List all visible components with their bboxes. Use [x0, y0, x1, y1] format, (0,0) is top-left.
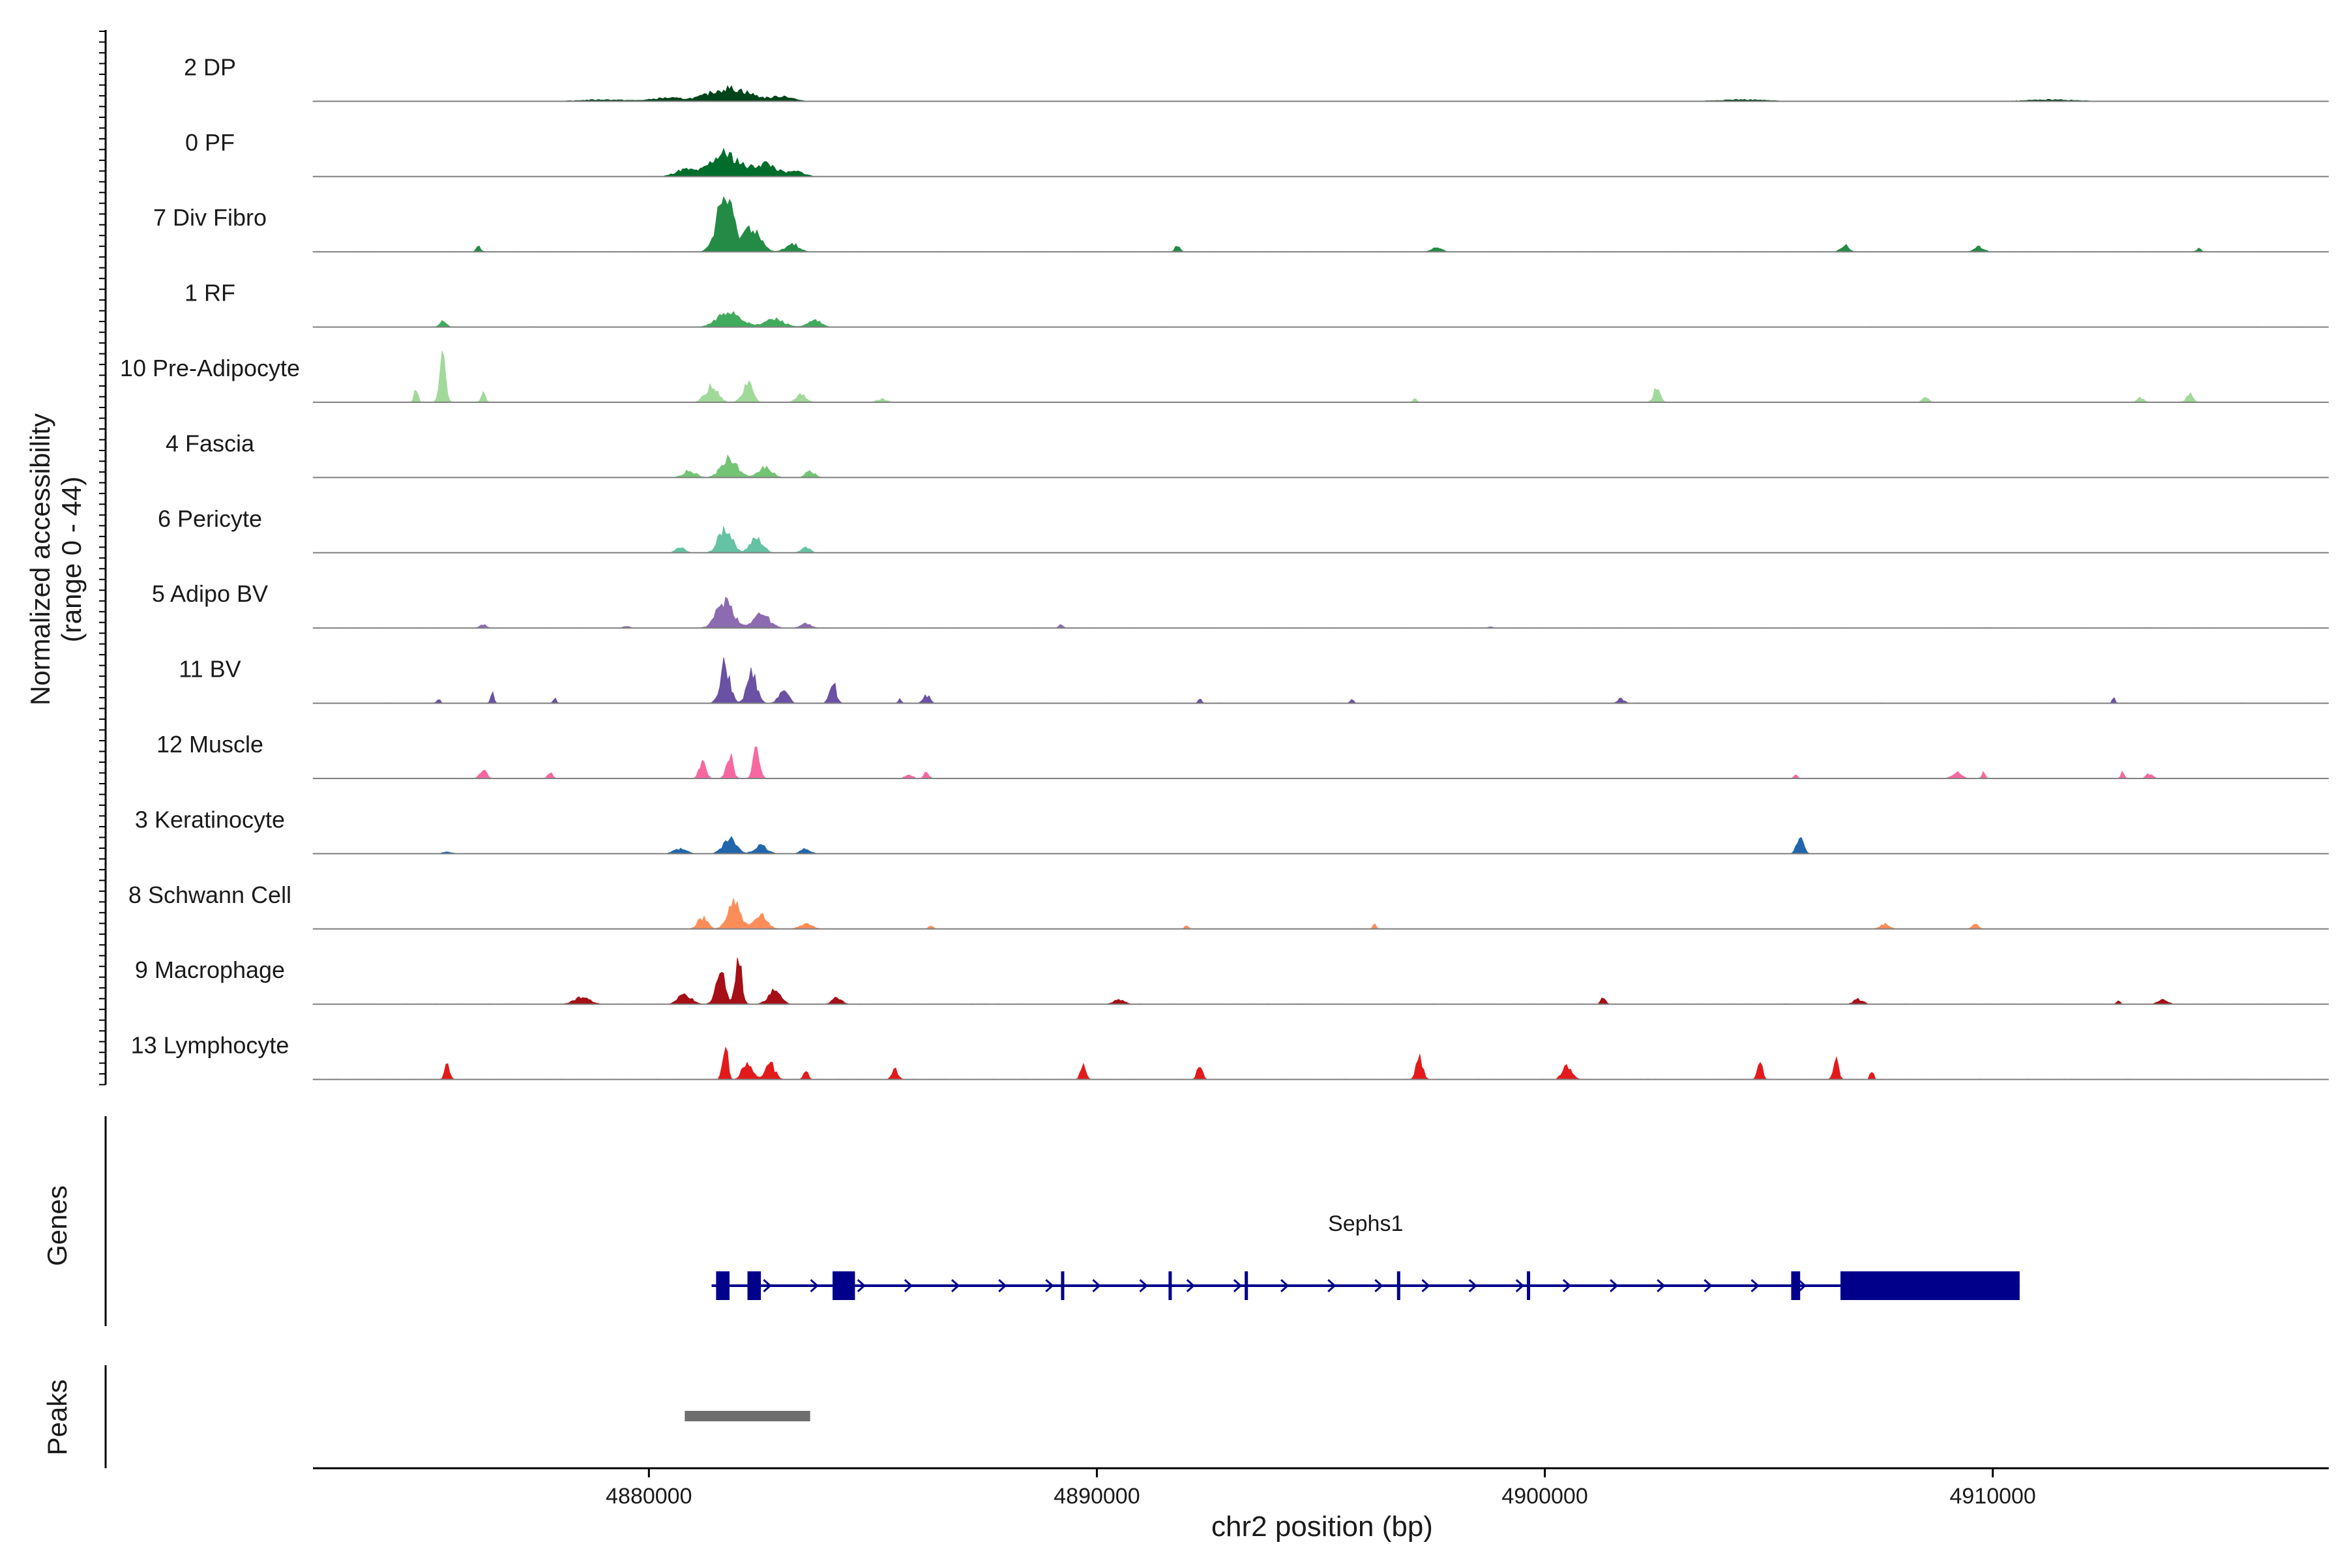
exon	[747, 1271, 761, 1300]
strand-arrow	[904, 1279, 913, 1293]
y-axis-label-line1: Normalized accessibility	[25, 413, 55, 705]
coverage-area	[312, 836, 2329, 854]
peaks-panel	[104, 1365, 810, 1468]
strand-arrow	[1233, 1279, 1243, 1293]
genes-panel: Sephs1	[104, 1116, 2020, 1326]
strand-arrow	[1562, 1279, 1572, 1293]
coverage-area	[312, 957, 2329, 1005]
strand-arrow	[998, 1279, 1007, 1293]
x-tick-label: 4880000	[606, 1484, 692, 1509]
coverage-area	[312, 85, 2329, 102]
strand-arrow	[1610, 1279, 1619, 1293]
track-7: 6 Pericyte	[158, 505, 2329, 554]
x-axis-title: chr2 position (bp)	[1211, 1511, 1433, 1543]
strand-arrow	[1704, 1279, 1713, 1293]
coverage-area	[312, 1046, 2329, 1080]
x-tick-label: 4890000	[1054, 1484, 1140, 1509]
track-label: 2 DP	[184, 53, 236, 80]
coverage-area	[312, 454, 2329, 478]
peak-region	[685, 1411, 810, 1421]
strand-arrow	[1374, 1279, 1383, 1293]
track-label: 13 Lymphocyte	[131, 1032, 289, 1059]
track-label: 3 Keratinocyte	[135, 806, 285, 833]
y-axis-label-line2: (range 0 - 44)	[56, 477, 87, 642]
gene-model	[711, 1271, 2020, 1300]
track-2: 0 PF	[185, 129, 2329, 177]
track-1: 2 DP	[184, 53, 2329, 102]
strand-arrow	[1280, 1279, 1290, 1293]
coverage-area	[312, 526, 2329, 554]
exon	[833, 1271, 855, 1300]
coverage-area	[312, 196, 2329, 252]
coverage-area	[312, 597, 2329, 629]
strand-arrow	[1092, 1279, 1101, 1293]
strand-arrow	[857, 1279, 866, 1293]
peaks-panel-label: Peaks	[42, 1380, 72, 1456]
strand-arrow	[1045, 1279, 1054, 1293]
track-label: 10 Pre-Adipocyte	[120, 355, 300, 381]
coverage-area	[312, 747, 2329, 779]
exon	[1245, 1271, 1248, 1300]
strand-arrow	[1421, 1279, 1430, 1293]
track-5: 10 Pre-Adipocyte	[120, 350, 2329, 403]
track-6: 4 Fascia	[166, 430, 2329, 479]
strand-arrow	[1750, 1279, 1760, 1293]
track-14: 13 Lymphocyte	[131, 1032, 2329, 1080]
track-8: 5 Adipo BV	[152, 580, 2329, 629]
gene-name: Sephs1	[1328, 1211, 1403, 1236]
track-label: 9 Macrophage	[135, 956, 285, 983]
coverage-area	[312, 147, 2329, 177]
exon	[1791, 1271, 1801, 1300]
coverage-tracks: 2 DP 0 PF 7 Div Fibro 1 RF 10 Pre-Adipocyte 4…	[99, 30, 2329, 1086]
track-9: 11 BV	[179, 656, 2329, 704]
coverage-area	[312, 350, 2329, 403]
track-label: 12 Muscle	[156, 731, 263, 758]
x-tick-label: 4910000	[1949, 1484, 2035, 1509]
track-label: 11 BV	[179, 656, 241, 683]
track-11: 3 Keratinocyte	[135, 806, 2329, 855]
track-label: 8 Schwann Cell	[128, 881, 291, 908]
exon	[1168, 1271, 1172, 1300]
x-tick-label: 4900000	[1501, 1484, 1587, 1509]
track-label: 4 Fascia	[166, 430, 255, 456]
track-12: 8 Schwann Cell	[128, 881, 2329, 930]
exon	[1061, 1271, 1065, 1300]
coverage-area	[312, 898, 2329, 930]
x-axis: 4880000 4890000 4900000 4910000	[313, 1467, 2329, 1509]
strand-arrow	[763, 1279, 772, 1293]
exon	[1527, 1271, 1531, 1300]
coverage-area	[312, 311, 2329, 328]
strand-arrow	[1327, 1279, 1336, 1293]
track-label: 0 PF	[185, 129, 235, 156]
strand-arrow	[1139, 1279, 1148, 1293]
exon	[716, 1271, 730, 1300]
track-13: 9 Macrophage	[135, 956, 2329, 1005]
strand-arrow	[1657, 1279, 1666, 1293]
track-label: 6 Pericyte	[158, 505, 262, 532]
coverage-area	[312, 657, 2329, 704]
strand-arrow	[951, 1279, 960, 1293]
strand-arrow	[1515, 1279, 1525, 1293]
track-label: 7 Div Fibro	[153, 204, 267, 231]
strand-arrow	[1797, 1279, 1807, 1293]
strand-arrow	[1186, 1279, 1195, 1293]
track-label: 5 Adipo BV	[152, 580, 268, 607]
strand-arrow	[1468, 1279, 1477, 1293]
exon	[1840, 1271, 2020, 1300]
track-3: 7 Div Fibro	[153, 196, 2329, 253]
track-label: 1 RF	[185, 280, 235, 306]
strand-arrow	[810, 1279, 819, 1293]
genes-panel-label: Genes	[42, 1185, 72, 1266]
exon	[1396, 1271, 1400, 1300]
track-4: 1 RF	[185, 280, 2329, 328]
track-10: 12 Muscle	[156, 731, 2329, 779]
